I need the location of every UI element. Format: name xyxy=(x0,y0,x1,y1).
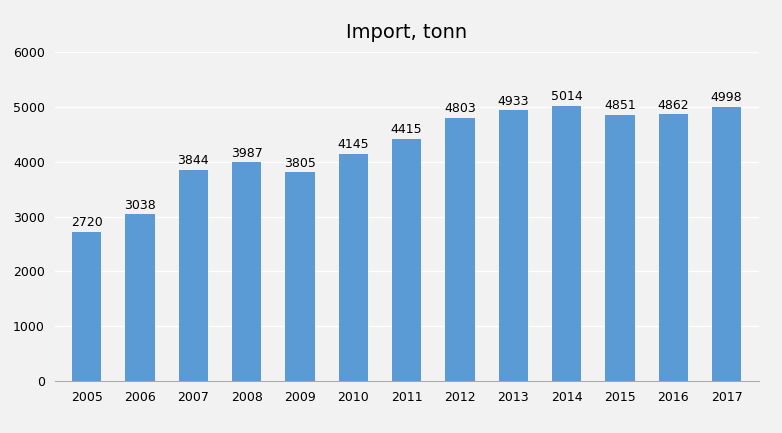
Bar xyxy=(445,118,475,381)
Text: 4851: 4851 xyxy=(604,99,636,112)
Bar xyxy=(712,107,741,381)
Bar xyxy=(179,170,208,381)
Bar xyxy=(72,232,102,381)
Bar xyxy=(285,172,314,381)
Text: 4803: 4803 xyxy=(444,102,475,115)
Bar xyxy=(392,139,421,381)
Text: 3038: 3038 xyxy=(124,199,156,212)
Bar xyxy=(499,110,528,381)
Bar xyxy=(339,154,368,381)
Text: 3844: 3844 xyxy=(178,155,209,168)
Text: 4145: 4145 xyxy=(338,138,369,151)
Text: 4933: 4933 xyxy=(497,95,529,108)
Text: 4415: 4415 xyxy=(391,123,422,136)
Bar xyxy=(125,214,155,381)
Text: 4998: 4998 xyxy=(711,91,742,104)
Text: 3805: 3805 xyxy=(284,157,316,170)
Title: Import, tonn: Import, tonn xyxy=(346,23,467,42)
Bar xyxy=(605,115,634,381)
Text: 3987: 3987 xyxy=(231,147,263,160)
Text: 4862: 4862 xyxy=(658,99,689,112)
Bar xyxy=(232,162,261,381)
Text: 2720: 2720 xyxy=(71,216,102,229)
Bar xyxy=(658,114,688,381)
Bar xyxy=(552,106,581,381)
Text: 5014: 5014 xyxy=(551,90,583,103)
